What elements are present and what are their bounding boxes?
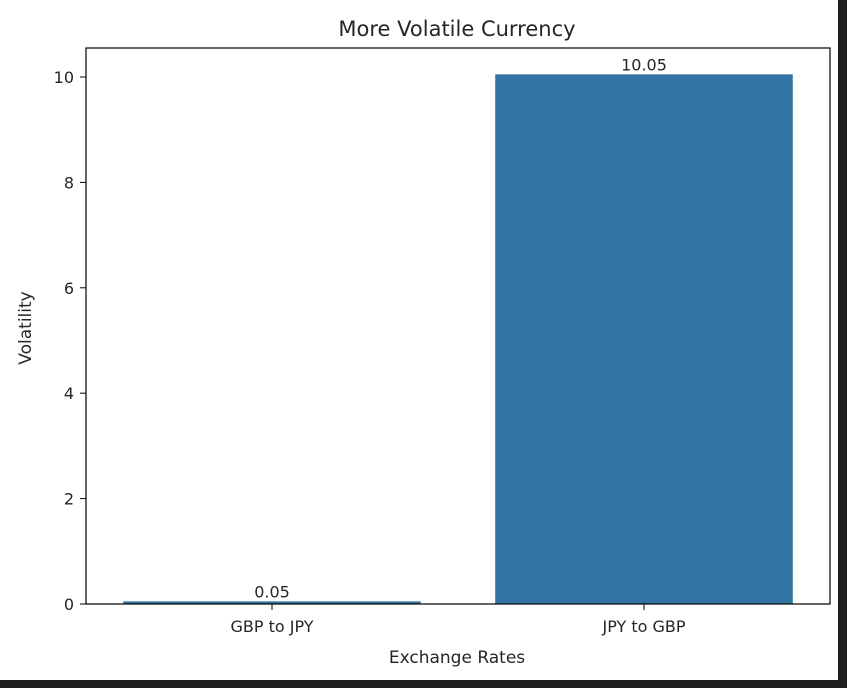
bar-chart: More Volatile Currency 0.05 10.05 0 2 4 6 8 10… <box>16 17 831 668</box>
x-axis-label: Exchange Rates <box>389 648 525 668</box>
y-axis-label: Volatility <box>16 291 36 364</box>
y-tick-label-2: 4 <box>64 384 74 403</box>
y-axis-ticks: 0 2 4 6 8 10 <box>54 68 86 614</box>
plot-frame <box>85 47 831 605</box>
bar-1 <box>495 74 793 604</box>
x-axis-ticks: GBP to JPY JPY to GBP <box>230 604 686 636</box>
y-tick-label-0: 0 <box>64 595 74 614</box>
bars-group <box>123 74 793 604</box>
y-tick-label-3: 6 <box>64 279 74 298</box>
x-tick-label-0: GBP to JPY <box>230 617 313 636</box>
chart-figure: More Volatile Currency 0.05 10.05 0 2 4 6 8 10… <box>0 0 838 680</box>
data-label-0: 0.05 <box>254 582 290 601</box>
bar-0 <box>123 601 421 604</box>
y-tick-label-4: 8 <box>64 173 74 192</box>
x-tick-label-1: JPY to GBP <box>601 617 685 636</box>
chart-title: More Volatile Currency <box>338 17 575 41</box>
data-labels-group: 0.05 10.05 <box>254 55 667 601</box>
y-tick-label-5: 10 <box>54 68 74 87</box>
y-tick-label-1: 2 <box>64 490 74 509</box>
data-label-1: 10.05 <box>621 55 667 74</box>
